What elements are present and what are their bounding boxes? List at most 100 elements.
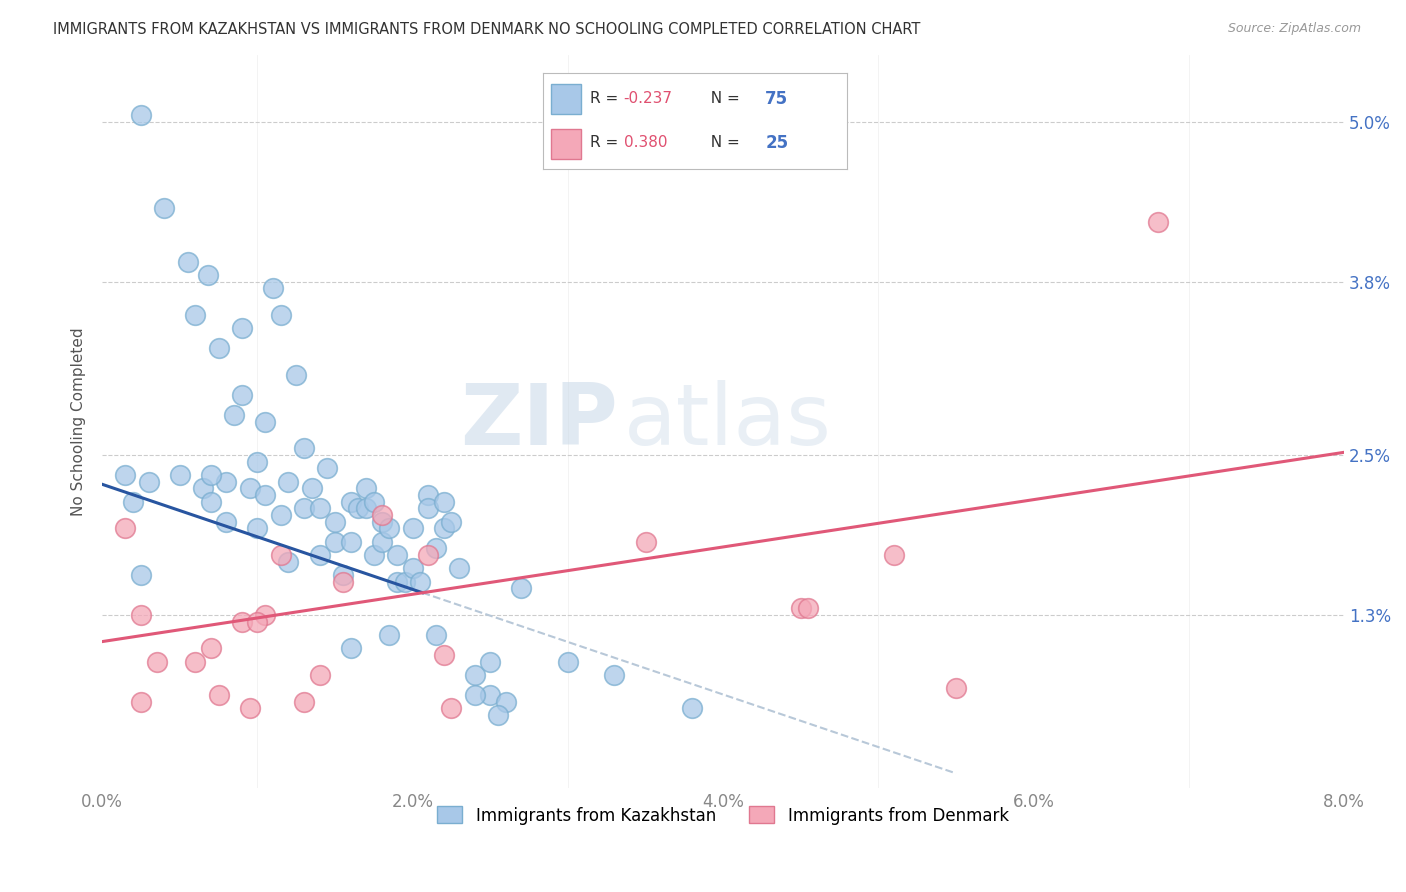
Point: [440, 515, 463, 529]
Point: [603, 668, 626, 682]
Point: [378, 628, 401, 642]
Point: [122, 494, 145, 508]
Point: [464, 688, 486, 702]
Point: [231, 615, 253, 629]
Point: [254, 607, 277, 622]
Point: [409, 574, 432, 589]
Point: [402, 561, 425, 575]
Point: [277, 555, 299, 569]
Point: [184, 308, 207, 322]
Point: [425, 541, 447, 556]
Point: [385, 574, 408, 589]
Point: [114, 467, 136, 482]
Point: [557, 655, 579, 669]
Point: [479, 655, 502, 669]
Point: [402, 521, 425, 535]
Point: [270, 308, 292, 322]
Point: [200, 641, 222, 656]
Point: [207, 342, 229, 356]
Point: [129, 108, 152, 122]
Point: [797, 601, 820, 615]
Point: [308, 668, 330, 682]
Point: [200, 467, 222, 482]
Point: [339, 534, 361, 549]
Point: [433, 521, 456, 535]
Point: [246, 521, 269, 535]
Point: [231, 388, 253, 402]
Point: [339, 641, 361, 656]
Point: [301, 481, 323, 495]
Point: [285, 368, 308, 382]
Point: [145, 655, 167, 669]
Point: [370, 508, 392, 522]
Point: [129, 695, 152, 709]
Point: [270, 548, 292, 562]
Point: [510, 581, 533, 595]
Point: [347, 501, 370, 516]
Point: [153, 202, 176, 216]
Point: [197, 268, 219, 282]
Point: [486, 707, 509, 722]
Point: [418, 488, 440, 502]
Point: [385, 548, 408, 562]
Text: atlas: atlas: [624, 380, 832, 463]
Text: IMMIGRANTS FROM KAZAKHSTAN VS IMMIGRANTS FROM DENMARK NO SCHOOLING COMPLETED COR: IMMIGRANTS FROM KAZAKHSTAN VS IMMIGRANTS…: [53, 22, 921, 37]
Point: [370, 534, 392, 549]
Point: [418, 501, 440, 516]
Point: [495, 695, 517, 709]
Point: [184, 655, 207, 669]
Point: [883, 548, 905, 562]
Point: [433, 648, 456, 662]
Point: [292, 442, 315, 456]
Point: [254, 488, 277, 502]
Point: [114, 521, 136, 535]
Point: [215, 475, 238, 489]
Point: [370, 515, 392, 529]
Point: [254, 415, 277, 429]
Point: [681, 701, 703, 715]
Point: [129, 607, 152, 622]
Legend: Immigrants from Kazakhstan, Immigrants from Denmark: Immigrants from Kazakhstan, Immigrants f…: [430, 799, 1015, 831]
Point: [292, 695, 315, 709]
Point: [363, 494, 385, 508]
Point: [316, 461, 339, 475]
Point: [1146, 215, 1168, 229]
Point: [270, 508, 292, 522]
Point: [332, 574, 354, 589]
Point: [224, 408, 246, 422]
Point: [308, 501, 330, 516]
Point: [239, 701, 262, 715]
Point: [339, 494, 361, 508]
Point: [323, 534, 346, 549]
Point: [354, 501, 377, 516]
Point: [425, 628, 447, 642]
Point: [464, 668, 486, 682]
Point: [246, 455, 269, 469]
Point: [129, 568, 152, 582]
Point: [945, 681, 967, 696]
Point: [207, 688, 229, 702]
Point: [246, 615, 269, 629]
Point: [323, 515, 346, 529]
Point: [394, 574, 416, 589]
Point: [191, 481, 214, 495]
Point: [440, 701, 463, 715]
Point: [231, 321, 253, 335]
Text: Source: ZipAtlas.com: Source: ZipAtlas.com: [1227, 22, 1361, 36]
Point: [138, 475, 160, 489]
Point: [433, 494, 456, 508]
Point: [378, 521, 401, 535]
Point: [277, 475, 299, 489]
Point: [479, 688, 502, 702]
Point: [449, 561, 471, 575]
Point: [176, 254, 198, 268]
Point: [363, 548, 385, 562]
Text: ZIP: ZIP: [460, 380, 617, 463]
Point: [308, 548, 330, 562]
Point: [292, 501, 315, 516]
Point: [215, 515, 238, 529]
Point: [332, 568, 354, 582]
Point: [354, 481, 377, 495]
Point: [790, 601, 813, 615]
Point: [169, 467, 191, 482]
